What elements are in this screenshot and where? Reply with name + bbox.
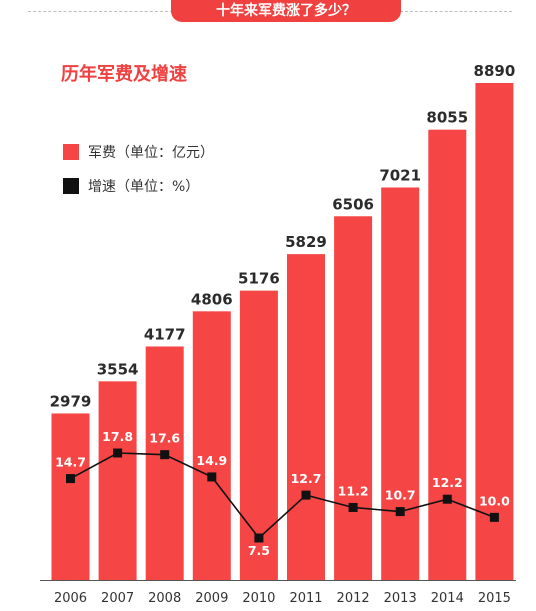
legend-swatch-growth [63, 178, 79, 194]
bar-value-label: 2979 [50, 392, 92, 410]
growth-line [70, 452, 495, 540]
growth-value-label: 17.8 [102, 429, 133, 444]
bar-2009 [192, 311, 231, 580]
growth-value-label: 12.7 [291, 471, 322, 486]
legend-item-spending: 军费（单位：亿元） [63, 141, 214, 163]
bar-value-label: 8890 [474, 62, 516, 80]
header-banner: 十年来军费涨了多少？ [171, 0, 401, 22]
growth-point-2011 [301, 490, 311, 500]
bar-value-label: 3554 [97, 360, 139, 378]
growth-value-label: 14.7 [55, 455, 86, 470]
x-tick-label: 2015 [478, 591, 511, 606]
legend-swatch-spending [63, 144, 79, 160]
growth-point-2006 [66, 474, 75, 484]
header-divider-left [28, 11, 173, 12]
bar-value-label: 4177 [144, 325, 186, 343]
bar-value-label: 6506 [332, 195, 374, 213]
x-tick-label: 2013 [384, 591, 417, 606]
bar-value-label: 4806 [191, 290, 233, 308]
legend-item-growth: 增速（单位：%） [63, 175, 214, 197]
x-tick-label: 2008 [148, 591, 181, 606]
x-tick-label: 2010 [242, 591, 275, 606]
bar-2014 [428, 129, 467, 581]
legend-label-growth: 增速（单位：%） [88, 179, 200, 195]
bar-value-label: 5829 [285, 233, 327, 251]
growth-point-2015 [489, 512, 499, 522]
growth-point-2013 [395, 507, 405, 517]
bar-2006 [51, 413, 90, 580]
bar-2011 [287, 254, 325, 580]
x-tick-label: 2007 [101, 591, 134, 606]
growth-value-label: 14.9 [196, 453, 227, 468]
x-tick-label: 2014 [431, 591, 464, 606]
growth-point-2014 [442, 494, 452, 504]
bar-2013 [381, 187, 420, 580]
growth-point-2007 [113, 448, 123, 458]
growth-point-2010 [254, 533, 264, 543]
bar-value-label: 5176 [238, 270, 280, 288]
header-title: 十年来军费涨了多少？ [216, 3, 356, 19]
bar-2012 [334, 216, 373, 580]
growth-value-label: 10.7 [385, 488, 416, 503]
bar-value-label: 7021 [379, 166, 421, 184]
bar-2008 [145, 346, 184, 580]
growth-value-label: 7.5 [248, 543, 270, 558]
bar-2010 [239, 290, 278, 580]
x-tick-label: 2012 [337, 591, 370, 606]
x-tick-label: 2009 [195, 591, 228, 606]
growth-point-2009 [207, 472, 217, 482]
header-divider-right [400, 11, 512, 12]
growth-point-2008 [160, 450, 170, 460]
bar-value-label: 8055 [426, 109, 468, 127]
growth-value-label: 12.2 [432, 475, 463, 490]
bar-2015 [475, 83, 514, 580]
growth-value-label: 11.2 [338, 483, 369, 498]
bar-2007 [98, 381, 137, 580]
x-tick-label: 2011 [289, 591, 322, 606]
growth-value-label: 17.6 [149, 431, 180, 446]
x-tick-label: 2006 [54, 591, 87, 606]
legend-label-spending: 军费（单位：亿元） [88, 145, 214, 161]
chart-legend: 军费（单位：亿元） 增速（单位：%） [63, 141, 214, 209]
chart-title: 历年军费及增速 [61, 64, 187, 85]
growth-point-2012 [348, 502, 358, 512]
growth-value-label: 10.0 [479, 493, 510, 508]
